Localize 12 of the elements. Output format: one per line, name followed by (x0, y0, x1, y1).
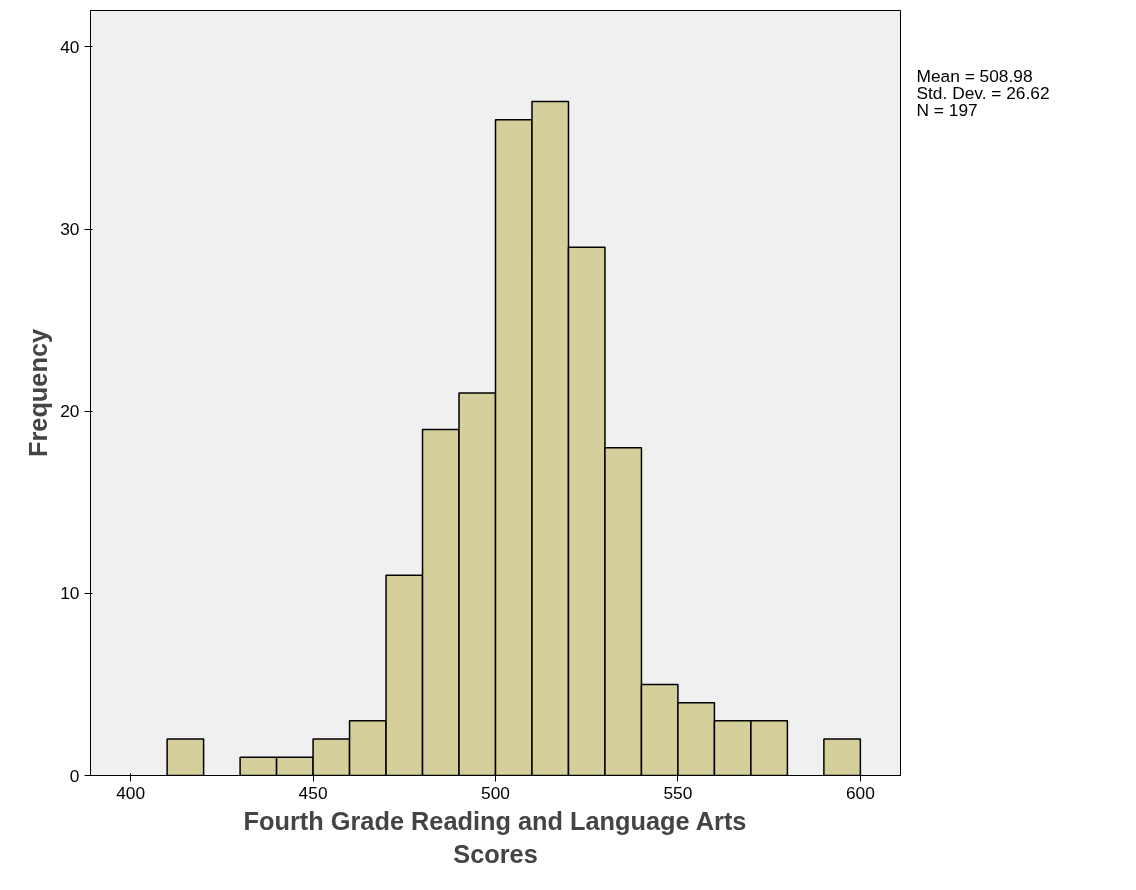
y-tick-label: 10 (60, 583, 80, 604)
x-tick-label: 550 (663, 782, 693, 803)
x-tick-label: 600 (845, 782, 875, 803)
y-tick-label: 0 (69, 765, 80, 786)
x-tick-label: 500 (481, 782, 510, 803)
y-tick-label: 20 (60, 401, 80, 422)
x-tick-label: 450 (298, 782, 328, 803)
y-axis-title: Frequency (24, 328, 53, 458)
y-tick-label: 30 (60, 219, 80, 240)
y-tick-label: 40 (60, 36, 80, 57)
x-tick-label: 400 (116, 782, 146, 803)
x-axis-title: Fourth Grade Reading and Language Arts Scores (243, 806, 747, 869)
